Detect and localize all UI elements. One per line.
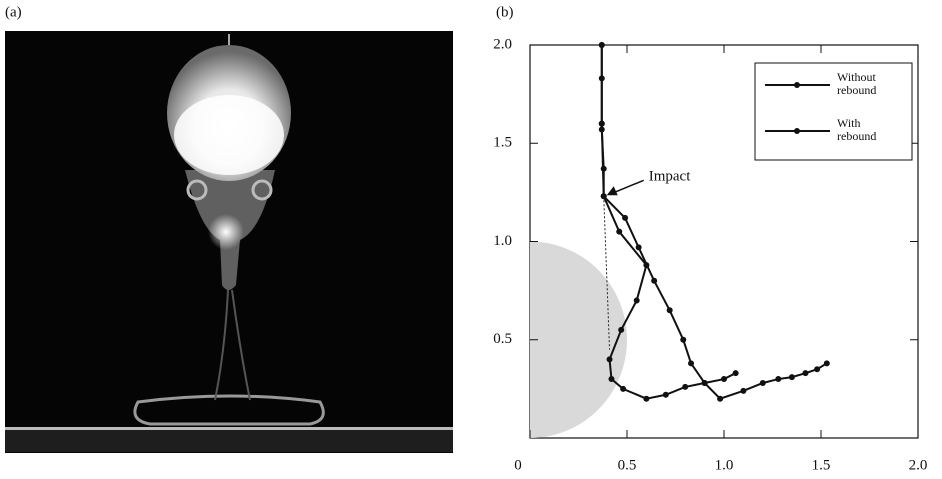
data-point [620, 385, 627, 392]
data-point [643, 395, 650, 402]
data-point [666, 307, 673, 314]
data-point [823, 360, 830, 367]
legend-label: With rebound [837, 117, 877, 143]
legend-box [754, 62, 913, 161]
x-tick-label: 0 [514, 457, 522, 473]
legend-label-box: With rebound [837, 117, 877, 143]
photo [5, 31, 453, 453]
dotted-line [603, 196, 611, 350]
legend-label: Without rebound [837, 71, 877, 97]
legend-label-box: Without rebound [837, 71, 877, 97]
data-point [651, 277, 658, 284]
data-point [788, 374, 795, 381]
x-tick-label: 1.0 [715, 457, 734, 473]
data-point [600, 193, 607, 200]
x-tick-label: 0.5 [618, 457, 637, 473]
data-point [635, 244, 642, 251]
y-tick-label: 0.5 [493, 331, 512, 347]
series-line [600, 45, 737, 400]
data-point [598, 120, 605, 127]
data-point [682, 383, 689, 390]
y-tick-label: 2.0 [493, 36, 512, 52]
x-tick-label: 1.5 [812, 457, 831, 473]
data-point [814, 366, 821, 373]
data-point [618, 326, 625, 333]
data-point [680, 336, 687, 343]
data-point [608, 376, 615, 383]
data-point [622, 214, 629, 221]
data-point [740, 387, 747, 394]
data-point [802, 370, 809, 377]
data-point [759, 379, 766, 386]
data-point [616, 228, 623, 235]
data-point [606, 356, 613, 363]
sphere [530, 241, 627, 438]
data-point [633, 297, 640, 304]
y-tick-label: 1.0 [493, 233, 512, 249]
legend-dot [794, 128, 800, 134]
data-point [721, 376, 727, 383]
data-point [643, 262, 650, 269]
legend-dot [794, 82, 800, 88]
y-tick-label: 1.5 [493, 135, 512, 151]
panel-label: (b) [496, 4, 514, 20]
data-point [775, 376, 782, 383]
data-point [717, 395, 724, 402]
annotation: Impact [649, 169, 691, 185]
data-point [598, 42, 605, 48]
data-point [662, 391, 669, 398]
data-point [732, 370, 739, 377]
x-tick-label: 2.0 [909, 457, 928, 473]
data-point [688, 360, 695, 367]
arrow-head [606, 186, 618, 196]
data-point [701, 379, 708, 386]
panel-label: (a) [5, 4, 22, 20]
